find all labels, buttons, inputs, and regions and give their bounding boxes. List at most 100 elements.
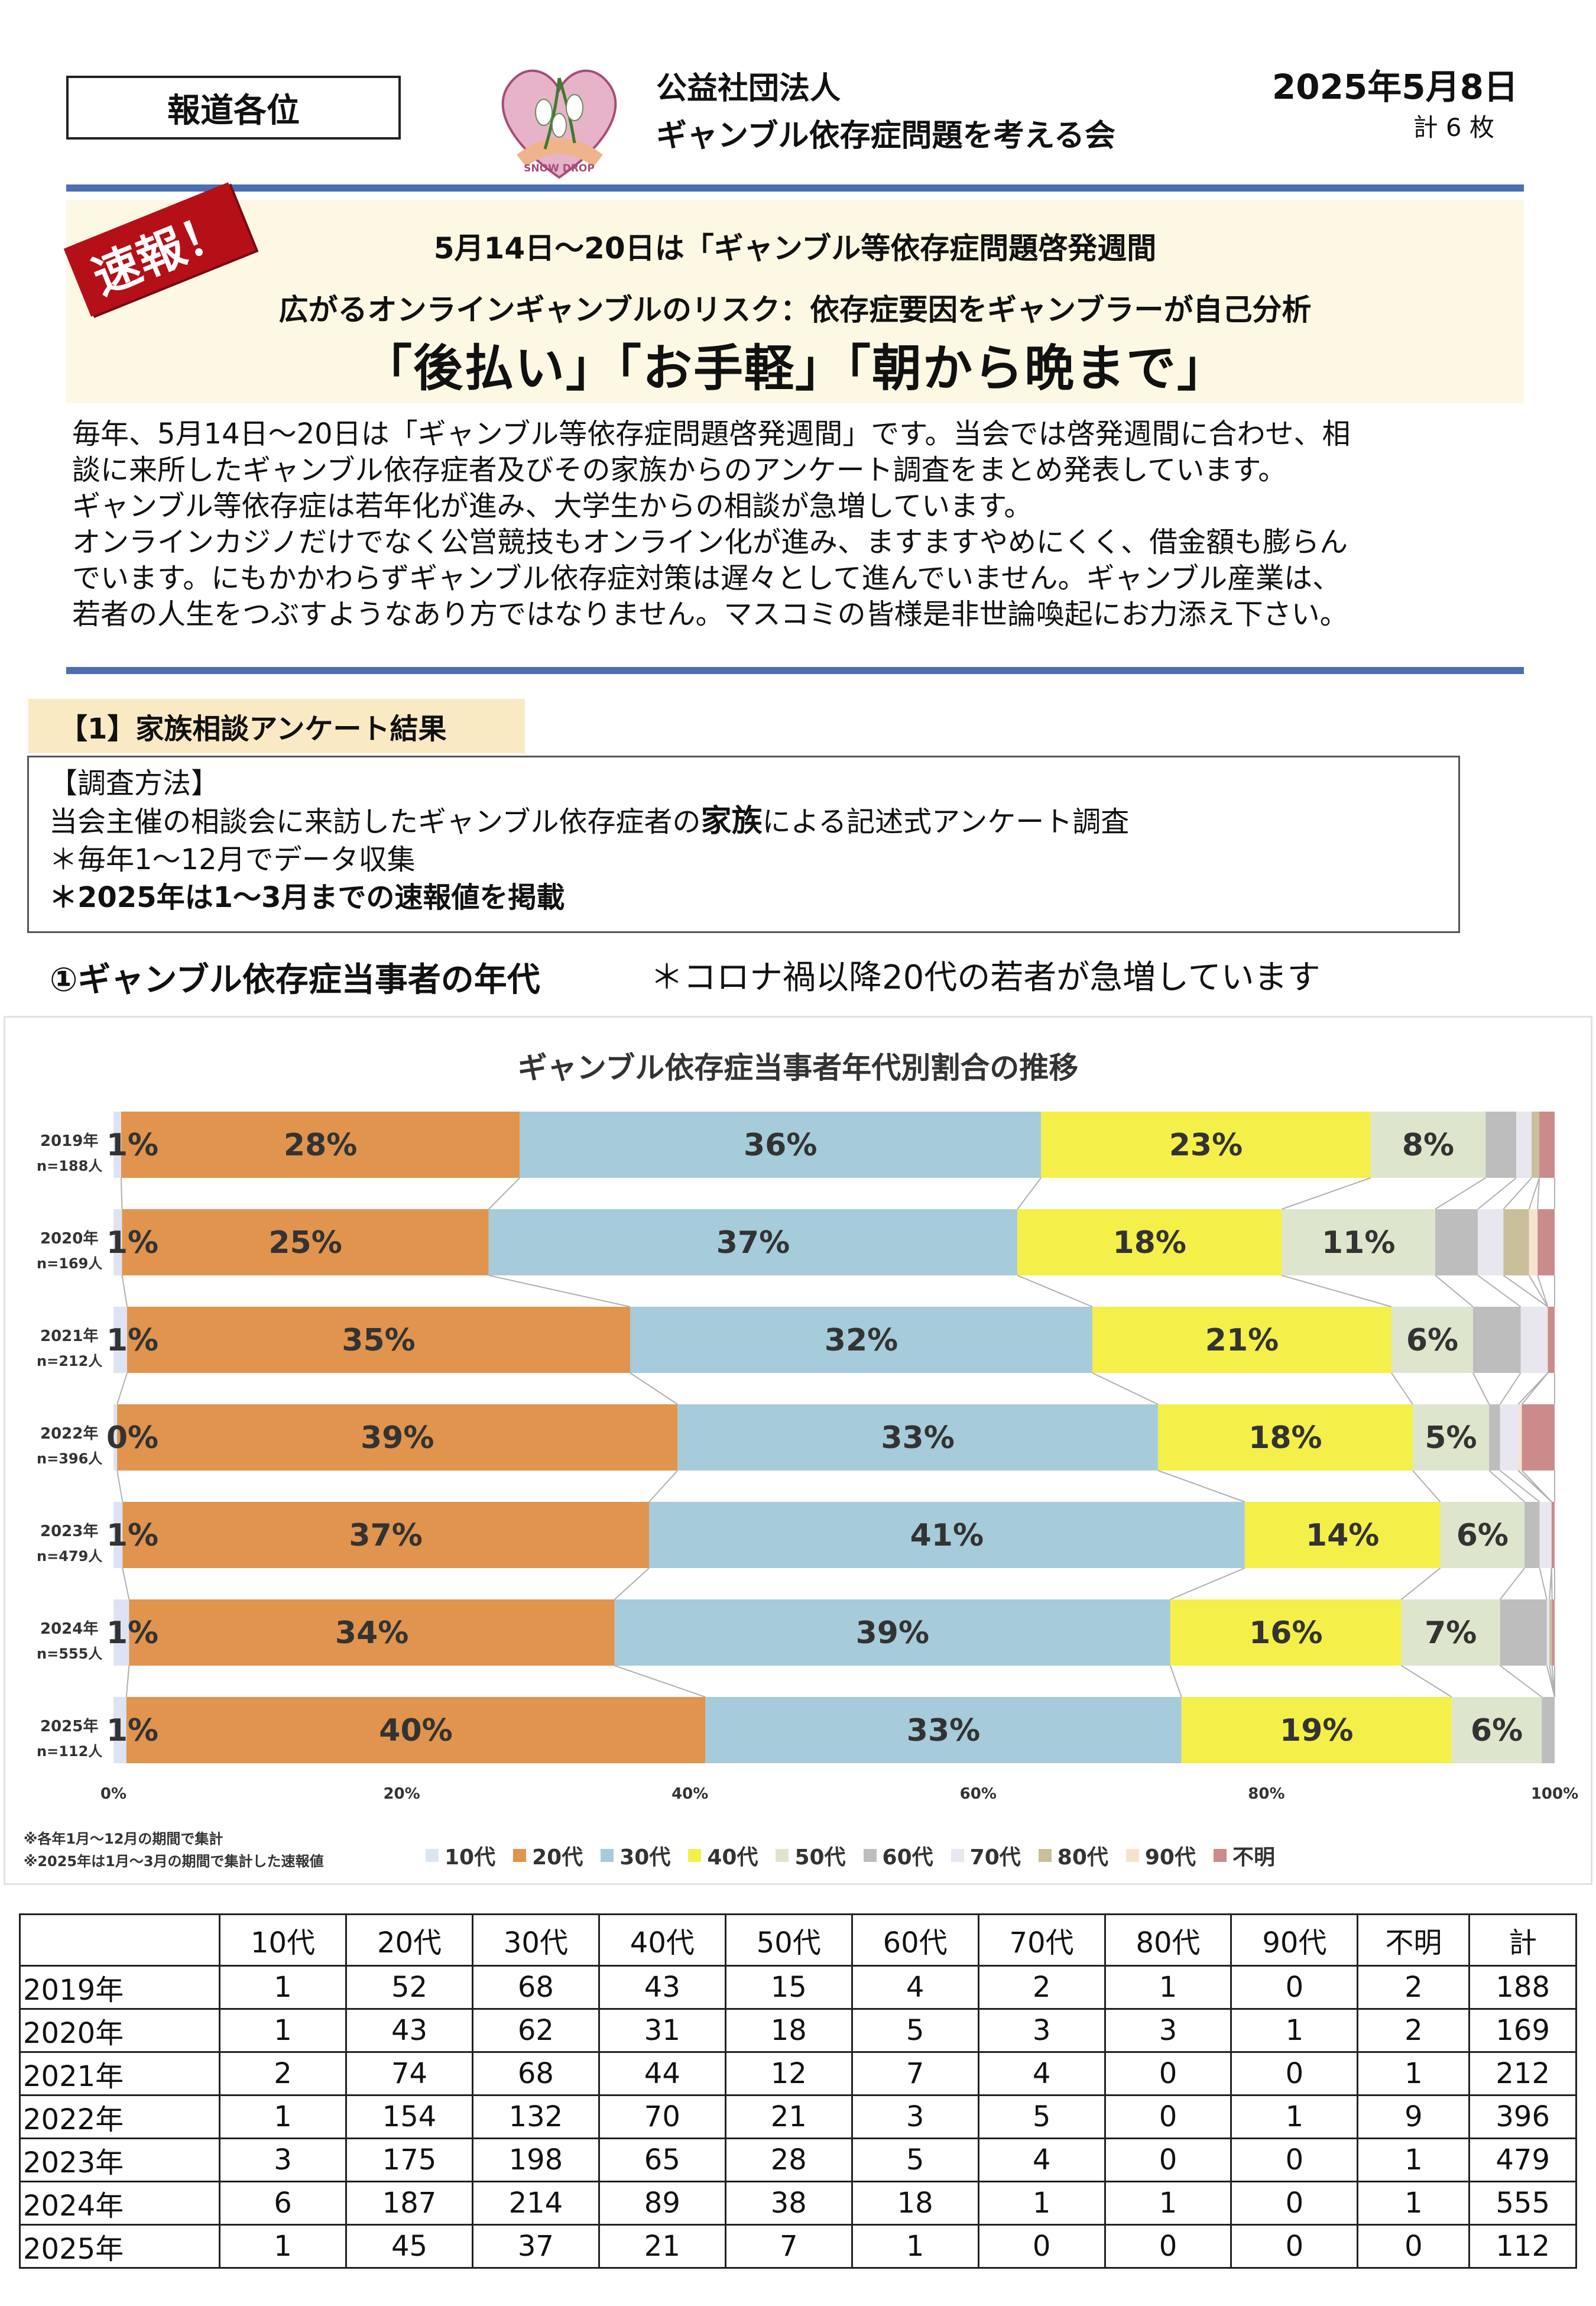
table-cell: 154 [345, 2094, 473, 2139]
table-row: 2025年 1 45 37 21 7 1 0 0 0 0 112 [18, 2224, 1577, 2269]
headline-banner [66, 200, 1524, 403]
table-cell: 555 [1468, 2181, 1577, 2226]
bar-segment [677, 1404, 1158, 1471]
recipient-box: 報道各位 [66, 76, 401, 140]
data-label: 1% [106, 1615, 158, 1651]
series-connector-line [120, 1177, 123, 1210]
table-header-cell: 30代 [471, 1913, 600, 1967]
table-cell: 3 [219, 2137, 348, 2182]
method-line-1-emphasis: 家族 [700, 804, 763, 839]
category-n-label: n=479人 [37, 1548, 102, 1565]
table-cell: 187 [345, 2181, 473, 2226]
series-connector-line [1282, 1275, 1392, 1307]
data-label: 6% [1456, 1518, 1509, 1553]
bar-segment [1435, 1209, 1478, 1275]
section-title-text: 【1】家族相談アンケート結果 [59, 712, 447, 746]
intro-line: 毎年、5月14日～20日は「ギャンブル等依存症問題啓発週間」です。当会では啓発週… [72, 417, 1351, 451]
series-connector-line [1537, 1177, 1540, 1210]
bar-segment [1017, 1209, 1282, 1275]
table-row: 2020年 1 43 62 31 18 5 3 3 1 2 169 [18, 2008, 1577, 2053]
table-cell: 1 [219, 2224, 348, 2269]
intro-line: ギャンブル等依存症は若年化が進み、大学生からの相談が急増しています。 [72, 490, 1033, 523]
table-cell: 175 [345, 2137, 473, 2182]
bar-segment [1451, 1697, 1542, 1763]
bar-segment [1170, 1599, 1402, 1666]
table-cell: 4 [851, 1965, 979, 2010]
data-label: 37% [716, 1225, 790, 1261]
bar-segment [1282, 1209, 1436, 1275]
bar-segment [1539, 1112, 1555, 1178]
chart-subnote: ＊コロナ禍以降20代の若者が急増しています [650, 958, 1321, 997]
data-label: 5% [1425, 1420, 1477, 1456]
table-row-label: 2019年 [18, 1965, 221, 2010]
bar-segment [113, 1112, 121, 1178]
series-connector-line [1528, 1275, 1549, 1307]
category-label: 2020年 [40, 1229, 98, 1248]
table-cell: 479 [1468, 2137, 1577, 2182]
data-label: 6% [1471, 1713, 1523, 1748]
legend-swatch [1125, 1849, 1139, 1862]
table-cell: 0 [1230, 1965, 1359, 2010]
series-connector-line [1528, 1177, 1540, 1210]
data-label: 32% [825, 1323, 898, 1358]
table-cell: 15 [724, 1965, 853, 2010]
series-connector-line [1499, 1567, 1525, 1600]
bar-segment [1244, 1502, 1441, 1568]
table-cell: 5 [851, 2008, 979, 2053]
table-cell: 1 [219, 2094, 348, 2139]
logo-text: SNOW DROP [524, 163, 595, 174]
table-cell: 2 [1357, 1965, 1471, 2010]
table-cell: 1 [1357, 2181, 1471, 2226]
series-connector-line [614, 1665, 706, 1698]
table-header-cell: 40代 [598, 1913, 726, 1967]
issue-date: 2025年5月8日 [1271, 67, 1518, 107]
table-cell: 31 [598, 2008, 726, 2053]
table-row: 2024年 6 187 214 89 38 18 1 1 0 1 555 [18, 2181, 1577, 2226]
bar-segment [1516, 1112, 1532, 1178]
category-label: 2023年 [40, 1522, 98, 1540]
series-connector-line [488, 1275, 631, 1307]
data-label: 19% [1280, 1713, 1353, 1748]
bar-segment [630, 1307, 1092, 1373]
category-n-label: n=169人 [37, 1255, 102, 1272]
bar-segment [1524, 1502, 1540, 1568]
table-row-label: 2025年 [18, 2224, 221, 2269]
data-label: 6% [1406, 1323, 1458, 1358]
table-cell: 43 [345, 2008, 473, 2053]
method-line-1-pre: 当会主催の相談会に来訪したギャンブル依存症者の [49, 805, 701, 838]
series-connector-line [1017, 1177, 1042, 1210]
bar-segment [614, 1599, 1170, 1666]
table-cell: 44 [598, 2051, 726, 2096]
bar-segment [1489, 1404, 1500, 1471]
data-label: 25% [268, 1225, 342, 1261]
table-cell: 1 [219, 2008, 348, 2053]
table-cell: 4 [977, 2051, 1106, 2096]
bar-segment [1473, 1307, 1521, 1373]
series-connector-line [1539, 1567, 1548, 1600]
chart-subheading: ①ギャンブル依存症当事者の年代 [50, 961, 540, 999]
mid-divider [66, 667, 1524, 674]
table-cell: 0 [1104, 2224, 1232, 2269]
table-cell: 9 [1357, 2094, 1471, 2139]
x-tick-label: 100% [1531, 1785, 1578, 1803]
category-label: 2025年 [40, 1717, 98, 1735]
series-connector-line [1391, 1372, 1413, 1405]
table-cell: 65 [598, 2137, 726, 2182]
table-cell: 28 [724, 2137, 853, 2182]
category-label: 2021年 [40, 1327, 98, 1345]
bar-segment [1532, 1112, 1540, 1178]
data-label: 37% [349, 1518, 422, 1553]
table-cell: 7 [851, 2051, 979, 2096]
bar-segment [113, 1697, 126, 1763]
table-header-cell: 50代 [724, 1913, 853, 1967]
headline-line-2: 広がるオンラインギャンブルのリスク：依存症要因をギャンブラーが自己分析 [278, 293, 1312, 327]
table-cell: 38 [724, 2181, 853, 2226]
data-label: 7% [1425, 1615, 1477, 1651]
table-cell: 1 [1104, 1965, 1232, 2010]
bar-segment [1522, 1404, 1555, 1471]
table-header-cell: 90代 [1230, 1913, 1359, 1967]
bar-segment [1552, 1599, 1555, 1666]
data-label: 16% [1249, 1615, 1322, 1651]
bar-segment [1412, 1404, 1490, 1471]
category-label: 2024年 [40, 1620, 98, 1638]
